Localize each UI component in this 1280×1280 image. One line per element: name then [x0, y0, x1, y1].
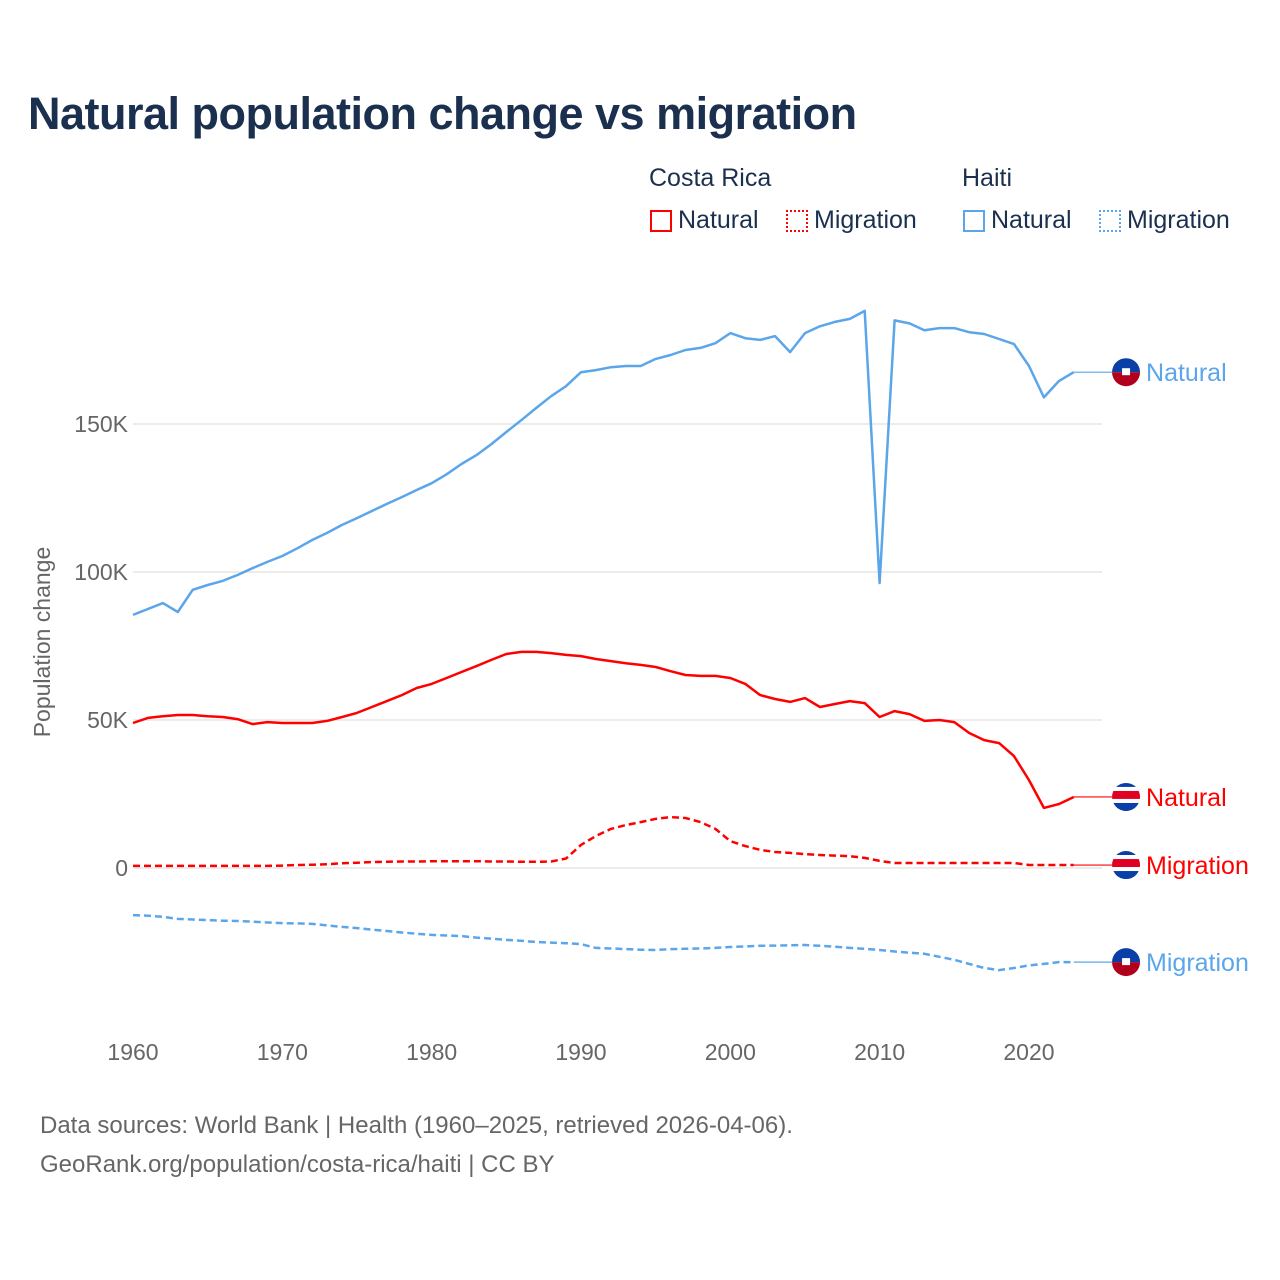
legend-label: Migration [814, 206, 917, 234]
y-axis-label: Population change [29, 547, 55, 738]
legend-swatch-solid [650, 209, 672, 232]
flag-stripe [1112, 358, 1141, 373]
flag-stripe [1112, 798, 1141, 803]
legend-item-haiti-natural[interactable]: Natural [963, 206, 1072, 235]
attribution-text: GeoRank.org/population/costa-rica/haiti … [40, 1151, 555, 1178]
legend-swatch-dotted [1099, 209, 1121, 232]
x-tick-label: 2010 [854, 1039, 905, 1065]
flag-stripe [1112, 867, 1141, 872]
legend-item-costa-rica-migration[interactable]: Migration [786, 206, 917, 235]
x-tick-label: 1960 [107, 1039, 158, 1065]
costa-rica-flag-icon [1112, 851, 1141, 880]
flag-stripe [1112, 790, 1141, 799]
data-source-text: Data sources: World Bank | Health (1960–… [40, 1112, 793, 1139]
flag-stripe [1112, 786, 1141, 791]
flag-stripe [1112, 948, 1141, 963]
costa-rica-flag-icon [1112, 782, 1141, 811]
y-tick-label: 150K [74, 411, 128, 437]
flag-stripe [1112, 806, 1141, 811]
flag-emblem [1122, 958, 1131, 966]
flag-body [1112, 851, 1141, 880]
y-tick-label: 100K [74, 559, 128, 585]
series-end-label: Migration [1146, 852, 1249, 880]
series-line-costa-rica-migration [133, 815, 1074, 868]
haiti-flag-icon [1112, 948, 1141, 977]
legend-group-costa-rica: Costa Rica [649, 164, 772, 192]
flag-stripe [1112, 782, 1141, 787]
flag-stripe [1112, 855, 1141, 860]
x-tick-label: 1970 [257, 1039, 308, 1065]
x-tick-label: 1990 [555, 1039, 606, 1065]
flag-stripe [1112, 962, 1141, 977]
legend-label: Natural [991, 206, 1072, 234]
x-tick-label: 2020 [1003, 1039, 1054, 1065]
series-end-label: Migration [1146, 949, 1249, 977]
legend-label: Migration [1127, 206, 1230, 234]
flag-stripe [1112, 372, 1141, 387]
legend-item-costa-rica-natural[interactable]: Natural [650, 206, 759, 235]
flag-body [1112, 782, 1141, 811]
y-tick-label: 50K [87, 707, 129, 733]
flag-stripe [1112, 875, 1141, 880]
flag-stripe [1112, 851, 1141, 856]
series-line-haiti-natural [132, 309, 1075, 617]
legend-group-haiti: Haiti [962, 164, 1013, 192]
legend-swatch-solid [963, 209, 985, 232]
flag-emblem [1122, 368, 1131, 376]
y-tick-label: 0 [115, 855, 128, 881]
flag-body [1112, 358, 1141, 387]
footer: Data sources: World Bank | Health (1960–… [40, 1106, 793, 1184]
legend-swatch-dotted [786, 209, 808, 232]
flag-body [1112, 948, 1141, 977]
series-line-costa-rica-natural [132, 650, 1075, 810]
haiti-flag-icon [1112, 358, 1141, 387]
series-line-haiti-migration [132, 913, 1074, 972]
legend-item-haiti-migration[interactable]: Migration [1099, 206, 1230, 235]
flag-stripe [1112, 859, 1141, 868]
chart-title: Natural population change vs migration [28, 88, 857, 139]
legend-label: Natural [678, 206, 759, 234]
x-tick-label: 1980 [406, 1039, 457, 1065]
series-end-label: Natural [1146, 359, 1227, 387]
x-tick-label: 2000 [705, 1039, 756, 1065]
series-end-label: Natural [1146, 784, 1227, 812]
